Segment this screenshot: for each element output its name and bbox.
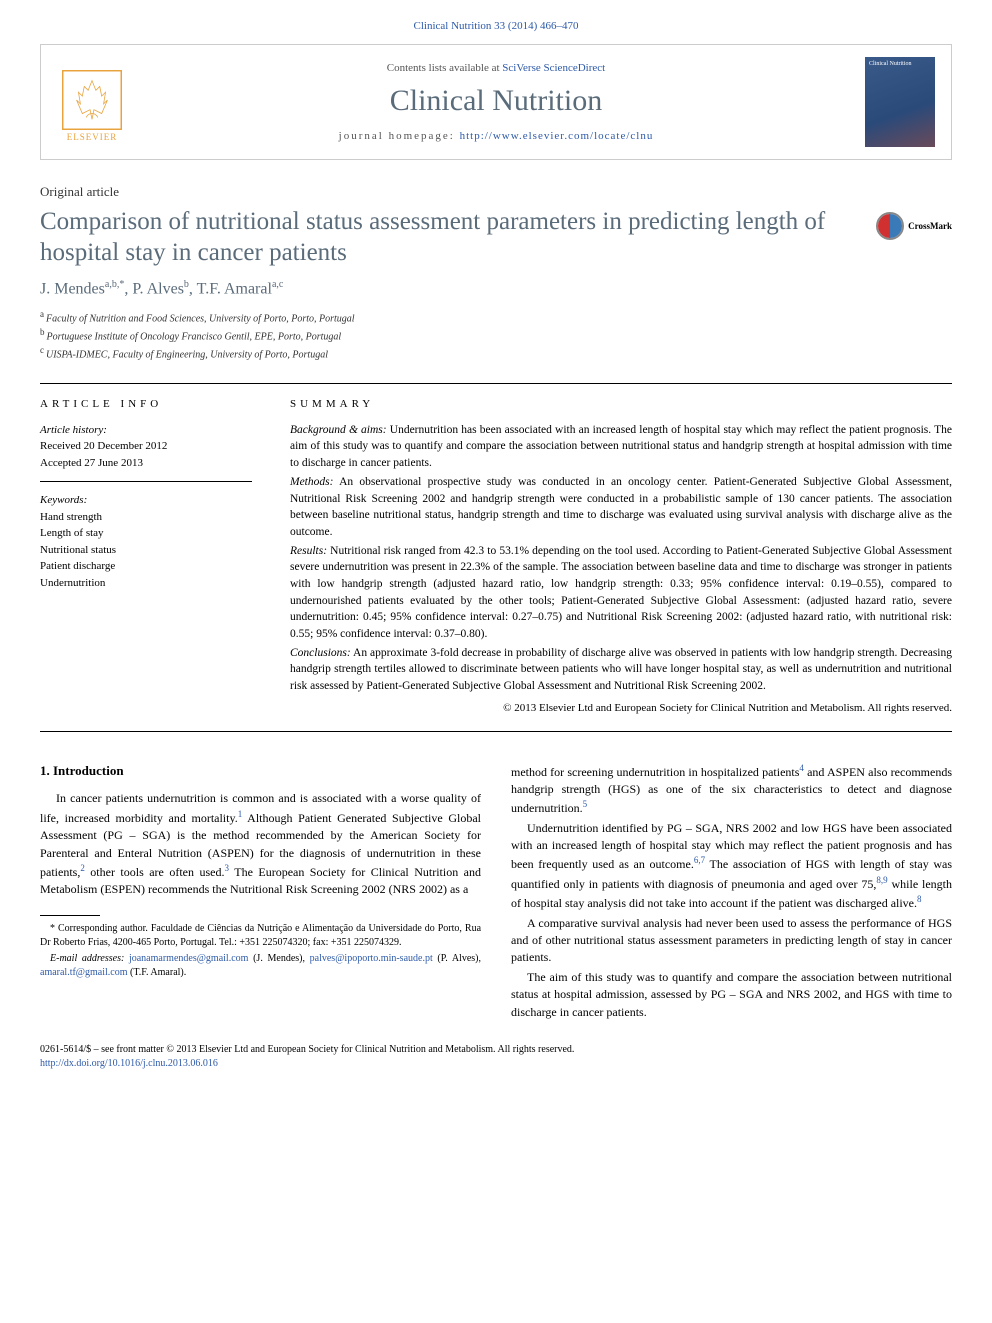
intro-p3: Undernutrition identified by PG – SGA, N… bbox=[511, 820, 952, 913]
summary-copyright: © 2013 Elsevier Ltd and European Society… bbox=[290, 701, 952, 717]
body-columns: 1. Introduction In cancer patients under… bbox=[40, 762, 952, 1023]
email-1-who: (J. Mendes), bbox=[248, 953, 309, 964]
email-3-who: (T.F. Amaral). bbox=[128, 967, 187, 978]
author-3: , T.F. Amaral bbox=[189, 280, 272, 297]
summary-col: SUMMARY Background & aims: Undernutritio… bbox=[290, 384, 952, 731]
summary-head: SUMMARY bbox=[290, 398, 952, 410]
journal-homepage: journal homepage: http://www.elsevier.co… bbox=[143, 130, 849, 142]
email-label: E-mail addresses: bbox=[50, 953, 129, 964]
intro-p4: A comparative survival analysis had neve… bbox=[511, 915, 952, 967]
elsevier-logo[interactable]: ELSEVIER bbox=[57, 62, 127, 142]
contents-prefix: Contents lists available at bbox=[387, 62, 502, 74]
sciencedirect-link[interactable]: SciVerse ScienceDirect bbox=[502, 62, 605, 74]
author-3-sup: a,c bbox=[272, 279, 283, 290]
ref-5[interactable]: 5 bbox=[583, 799, 588, 809]
title-row: Comparison of nutritional status assessm… bbox=[40, 206, 952, 269]
methods-text: An observational prospective study was c… bbox=[290, 476, 952, 538]
results-label: Results: bbox=[290, 545, 327, 557]
authors: J. Mendesa,b,*, P. Alvesb, T.F. Amarala,… bbox=[40, 279, 952, 298]
body-col-right: method for screening undernutrition in h… bbox=[511, 762, 952, 1023]
keyword-0: Hand strength bbox=[40, 509, 252, 526]
affiliation-a: Faculty of Nutrition and Food Sciences, … bbox=[46, 313, 355, 324]
homepage-prefix: journal homepage: bbox=[339, 130, 460, 142]
elsevier-text: ELSEVIER bbox=[67, 132, 118, 142]
homepage-link[interactable]: http://www.elsevier.com/locate/clnu bbox=[460, 130, 654, 142]
contents-line: Contents lists available at SciVerse Sci… bbox=[143, 62, 849, 74]
email-3[interactable]: amaral.tf@gmail.com bbox=[40, 967, 128, 978]
article-info-head: ARTICLE INFO bbox=[40, 398, 252, 410]
p1c: other tools are often used. bbox=[85, 865, 225, 879]
received-date: Received 20 December 2012 bbox=[40, 438, 252, 455]
intro-p1: In cancer patients undernutrition is com… bbox=[40, 790, 481, 898]
accepted-date: Accepted 27 June 2013 bbox=[40, 455, 252, 472]
header-box: ELSEVIER Contents lists available at Sci… bbox=[40, 44, 952, 160]
header-citation: Clinical Nutrition 33 (2014) 466–470 bbox=[40, 20, 952, 32]
summary-text: Background & aims: Undernutrition has be… bbox=[290, 422, 952, 717]
corr-label: * Corresponding author. bbox=[50, 923, 151, 934]
elsevier-tree-icon bbox=[62, 70, 122, 130]
keyword-3: Patient discharge bbox=[40, 558, 252, 575]
bottom-line: 0261-5614/$ – see front matter © 2013 El… bbox=[40, 1043, 952, 1071]
keywords-block: Keywords: Hand strength Length of stay N… bbox=[40, 492, 252, 601]
affiliation-b: Portuguese Institute of Oncology Francis… bbox=[47, 331, 342, 342]
article-type: Original article bbox=[40, 184, 952, 200]
crossmark-text: CrossMark bbox=[908, 221, 952, 231]
intro-heading: 1. Introduction bbox=[40, 762, 481, 781]
affiliation-c: UISPA-IDMEC, Faculty of Engineering, Uni… bbox=[46, 350, 328, 361]
conclusions-label: Conclusions: bbox=[290, 647, 351, 659]
article-info-col: ARTICLE INFO Article history: Received 2… bbox=[40, 384, 260, 731]
crossmark-badge[interactable]: CrossMark bbox=[876, 212, 952, 240]
keyword-2: Nutritional status bbox=[40, 542, 252, 559]
affiliations: aFaculty of Nutrition and Food Sciences,… bbox=[40, 308, 952, 363]
intro-p2: method for screening undernutrition in h… bbox=[511, 762, 952, 818]
author-1: J. Mendes bbox=[40, 280, 105, 297]
background-label: Background & aims: bbox=[290, 424, 387, 436]
ref-8[interactable]: 8 bbox=[917, 894, 922, 904]
keyword-4: Undernutrition bbox=[40, 575, 252, 592]
conclusions-text: An approximate 3-fold decrease in probab… bbox=[290, 647, 952, 692]
author-1-sup: a,b,* bbox=[105, 279, 124, 290]
results-text: Nutritional risk ranged from 42.3 to 53.… bbox=[290, 545, 952, 640]
info-summary-row: ARTICLE INFO Article history: Received 2… bbox=[40, 383, 952, 732]
ref-67[interactable]: 6,7 bbox=[694, 855, 705, 865]
ref-89[interactable]: 8,9 bbox=[876, 875, 887, 885]
footnote-separator bbox=[40, 915, 100, 916]
email-1[interactable]: joanamarmendes@gmail.com bbox=[129, 953, 248, 964]
email-2[interactable]: palves@ipoporto.min-saude.pt bbox=[310, 953, 433, 964]
keyword-1: Length of stay bbox=[40, 525, 252, 542]
footnotes: * Corresponding author. Faculdade de Ciê… bbox=[40, 922, 481, 980]
history-label: Article history: bbox=[40, 422, 252, 439]
crossmark-icon bbox=[876, 212, 904, 240]
intro-p5: The aim of this study was to quantify an… bbox=[511, 969, 952, 1021]
cover-thumbnail[interactable]: Clinical Nutrition bbox=[865, 57, 935, 147]
background-text: Undernutrition has been associated with … bbox=[290, 424, 952, 469]
doi-link[interactable]: http://dx.doi.org/10.1016/j.clnu.2013.06… bbox=[40, 1058, 218, 1069]
email-2-who: (P. Alves), bbox=[433, 953, 481, 964]
header-center: Contents lists available at SciVerse Sci… bbox=[143, 62, 849, 142]
article-history-block: Article history: Received 20 December 20… bbox=[40, 422, 252, 483]
journal-name: Clinical Nutrition bbox=[143, 84, 849, 118]
p2a: method for screening undernutrition in h… bbox=[511, 765, 799, 779]
front-matter: 0261-5614/$ – see front matter © 2013 El… bbox=[40, 1043, 952, 1057]
article-title: Comparison of nutritional status assessm… bbox=[40, 206, 856, 269]
keywords-label: Keywords: bbox=[40, 492, 252, 509]
cover-thumb-title: Clinical Nutrition bbox=[869, 61, 912, 67]
author-2: , P. Alves bbox=[124, 280, 184, 297]
body-col-left: 1. Introduction In cancer patients under… bbox=[40, 762, 481, 1023]
methods-label: Methods: bbox=[290, 476, 333, 488]
